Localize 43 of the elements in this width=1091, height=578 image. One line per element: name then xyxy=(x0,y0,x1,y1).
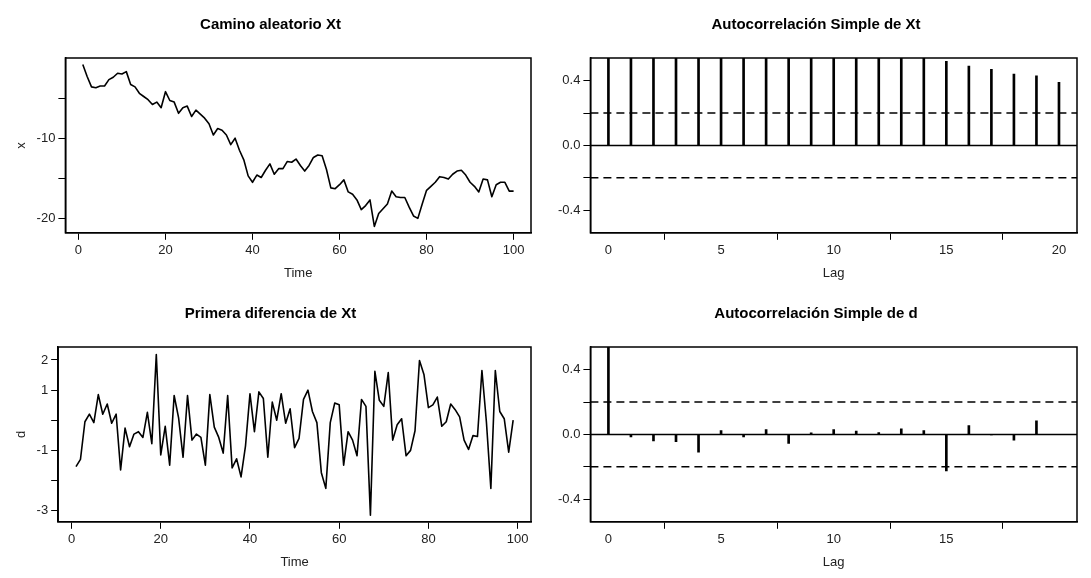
x-tick-label: 100 xyxy=(506,531,529,547)
y-axis-title: d xyxy=(13,430,29,439)
x-tick-label: 10 xyxy=(826,531,841,547)
x-axis-title: Lag xyxy=(822,264,845,280)
x-tick-label: 0 xyxy=(67,531,76,547)
y-tick-label: 2 xyxy=(40,351,49,367)
x-axis-title: Time xyxy=(283,264,313,280)
chart-title: Primera diferencia de Xt xyxy=(184,304,357,322)
x-tick-label: 15 xyxy=(939,242,954,258)
x-tick-label: 100 xyxy=(502,242,525,258)
x-tick-label: 5 xyxy=(717,531,725,547)
x-tick-label: 40 xyxy=(242,531,258,547)
y-tick-label: -10 xyxy=(36,129,56,145)
y-tick-label: 0.4 xyxy=(562,72,581,88)
y-tick-label: 0.0 xyxy=(562,425,581,441)
y-axis-title: x xyxy=(13,141,29,149)
x-axis-title: Lag xyxy=(822,553,845,569)
y-tick-label: -0.4 xyxy=(557,490,581,506)
x-tick-label: 80 xyxy=(421,531,436,547)
x-tick-label: 60 xyxy=(332,242,347,258)
x-tick-label: 60 xyxy=(331,531,347,547)
x-axis-title: Time xyxy=(280,553,309,569)
x-tick-label: 5 xyxy=(717,242,725,258)
x-tick-label: 20 xyxy=(158,242,173,258)
y-tick-label: -20 xyxy=(36,209,56,225)
x-tick-label: 10 xyxy=(826,242,841,258)
chart-title: Autocorrelación Simple de d xyxy=(714,304,918,322)
x-tick-label: 0 xyxy=(604,242,613,258)
chart-title: Autocorrelación Simple de Xt xyxy=(711,15,921,33)
chart-title: Camino aleatorio Xt xyxy=(200,15,341,33)
y-tick-label: -0.4 xyxy=(557,201,581,217)
y-tick-label: 1 xyxy=(40,381,49,397)
x-tick-label: 20 xyxy=(153,531,168,547)
x-tick-label: 80 xyxy=(419,242,434,258)
y-tick-label: -3 xyxy=(36,502,49,518)
y-tick-label: -1 xyxy=(36,441,49,457)
x-tick-label: 20 xyxy=(1051,242,1067,258)
y-tick-label: 0.0 xyxy=(562,136,581,152)
x-tick-label: 40 xyxy=(245,242,260,258)
y-tick-label: 0.4 xyxy=(562,361,581,377)
x-tick-label: 15 xyxy=(939,531,954,547)
x-tick-label: 0 xyxy=(74,242,83,258)
x-tick-label: 0 xyxy=(604,531,613,547)
